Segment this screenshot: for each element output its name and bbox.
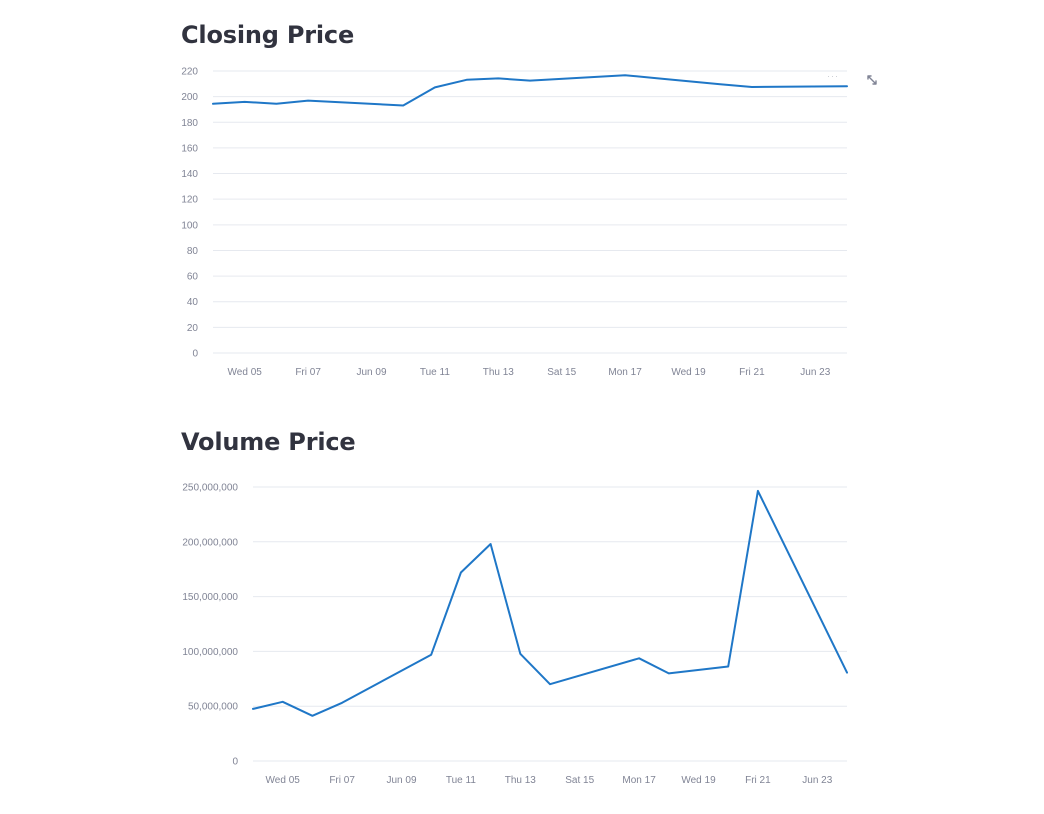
x-tick-label: Jun 09 <box>356 367 386 378</box>
y-tick-label: 100,000,000 <box>182 647 238 658</box>
x-tick-label: Sat 15 <box>547 367 576 378</box>
x-tick-label: Fri 07 <box>295 367 321 378</box>
x-tick-label: Wed 19 <box>681 775 716 786</box>
x-tick-label: Thu 13 <box>483 367 515 378</box>
x-tick-label: Wed 05 <box>266 775 301 786</box>
x-tick-label: Wed 19 <box>671 367 706 378</box>
x-tick-label: Jun 23 <box>800 367 830 378</box>
x-tick-label: Jun 09 <box>386 775 416 786</box>
y-tick-label: 250,000,000 <box>182 483 238 494</box>
chart-title: Closing Price <box>181 21 355 49</box>
y-tick-label: 220 <box>181 67 198 78</box>
x-tick-label: Mon 17 <box>608 367 642 378</box>
expand-arrows-icon[interactable] <box>864 72 880 88</box>
x-tick-label: Sat 15 <box>565 775 594 786</box>
y-tick-label: 0 <box>232 757 238 768</box>
y-tick-label: 60 <box>187 272 199 283</box>
x-tick-label: Mon 17 <box>622 775 656 786</box>
series-line[interactable] <box>252 489 848 717</box>
x-tick-label: Tue 11 <box>446 775 476 786</box>
x-tick-label: Fri 21 <box>739 367 765 378</box>
y-tick-label: 140 <box>181 169 198 180</box>
y-tick-label: 150,000,000 <box>182 592 238 603</box>
y-tick-label: 20 <box>187 323 199 334</box>
y-tick-label: 200,000,000 <box>182 537 238 548</box>
x-tick-label: Fri 21 <box>745 775 771 786</box>
y-tick-label: 80 <box>187 246 199 257</box>
y-tick-label: 0 <box>192 349 198 360</box>
closing-price-chart[interactable]: 0 20 40 60 80 100 120 140 160 180 200 220 Wed 05 Fri … <box>0 0 1044 400</box>
chart-title: Volume Price <box>181 428 356 456</box>
y-tick-label: 100 <box>181 220 198 231</box>
y-tick-label: 160 <box>181 143 198 154</box>
y-tick-label: 200 <box>181 92 198 103</box>
y-tick-label: 180 <box>181 118 198 129</box>
series-line[interactable] <box>212 74 848 107</box>
x-tick-label: Wed 05 <box>228 367 263 378</box>
y-tick-label: 120 <box>181 195 198 206</box>
x-tick-label: Fri 07 <box>329 775 355 786</box>
y-tick-label: 40 <box>187 297 199 308</box>
x-tick-label: Jun 23 <box>802 775 832 786</box>
more-dots-icon[interactable]: ··· <box>827 71 839 81</box>
x-tick-label: Tue 11 <box>420 367 450 378</box>
y-tick-label: 50,000,000 <box>188 702 238 713</box>
x-tick-label: Thu 13 <box>505 775 537 786</box>
